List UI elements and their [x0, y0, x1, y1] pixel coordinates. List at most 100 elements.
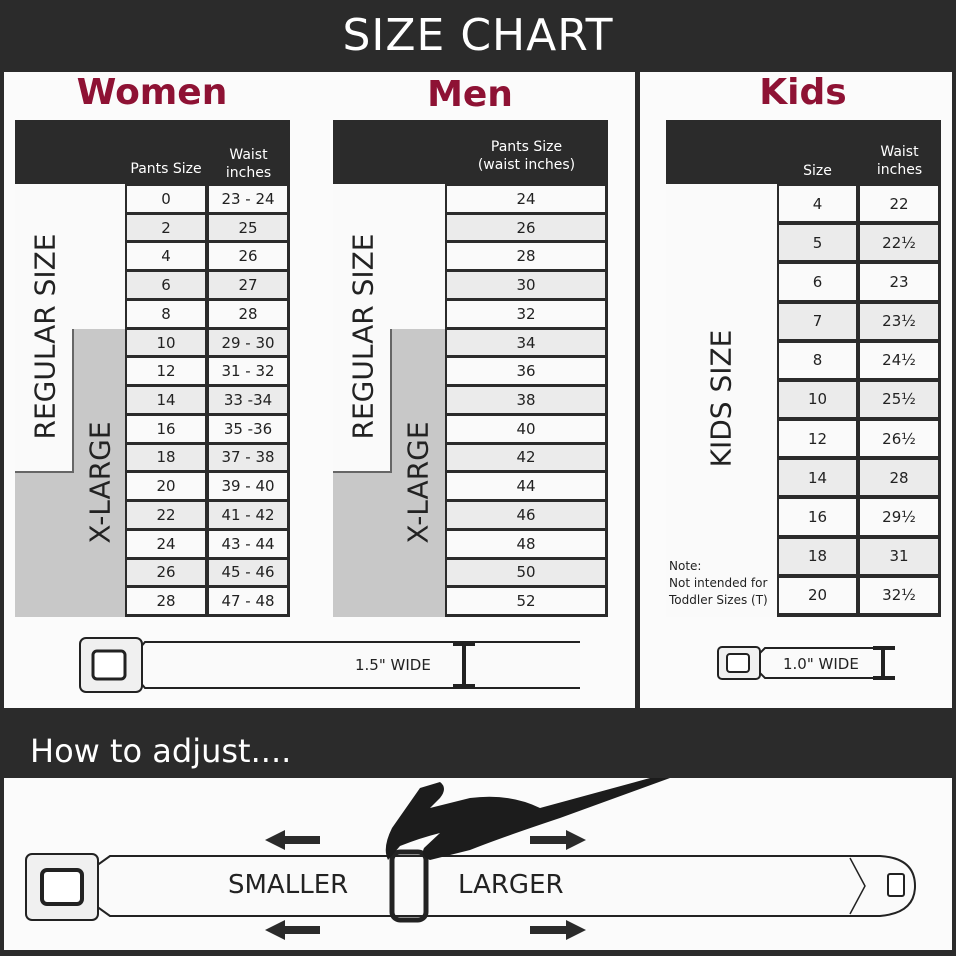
size-cell: 7 [779, 303, 856, 339]
larger-label: LARGER [458, 870, 564, 900]
size-cell: 14 [779, 460, 856, 496]
toddler-note: Note: Not intended for Toddler Sizes (T) [669, 558, 768, 609]
pants-size-cell: 20 [127, 473, 205, 500]
table-row: 46 [447, 502, 605, 528]
waist-cell: 26½ [860, 421, 938, 457]
men-size-table: Pants Size (waist inches) REGULAR SIZE X-… [333, 120, 608, 617]
kids-belt-width: 1.0" WIDE [783, 655, 859, 673]
waist-cell: 32½ [860, 577, 938, 613]
belt-tip-icon [887, 873, 905, 897]
waist-cell: 35 -36 [209, 415, 287, 442]
note-line: Toddler Sizes (T) [669, 593, 768, 607]
col-waist: Waist inches [207, 146, 290, 182]
pants-size-cell: 26 [127, 559, 205, 586]
divider [635, 72, 640, 708]
table-row: 34 [447, 329, 605, 356]
pants-size-cell: 16 [127, 415, 205, 442]
waist-cell: 37 - 38 [209, 444, 287, 471]
page-title: SIZE CHART [342, 10, 614, 61]
pants-size-cell: 10 [127, 329, 205, 356]
waist-cell: 25 [209, 214, 287, 241]
size-cell: 20 [779, 577, 856, 613]
adult-belt-illustration [79, 637, 580, 693]
size-cell: 8 [779, 342, 856, 378]
regular-size-label: REGULAR SIZE [346, 233, 380, 440]
waist-cell: 45 - 46 [209, 559, 287, 586]
waist-cell: 31 - 32 [209, 358, 287, 385]
pants-size-cell: 24 [127, 530, 205, 557]
xlarge-label: X-LARGE [401, 421, 435, 544]
col-pants-size: Pants Size (waist inches) [445, 138, 608, 174]
pants-size-cell: 0 [127, 186, 205, 212]
col-line1: Pants Size [490, 139, 563, 155]
waist-cell: 23 - 24 [209, 186, 287, 212]
pants-size-cell: 18 [127, 444, 205, 471]
col-waist: Waist inches [858, 143, 941, 179]
col-line2: (waist inches) [477, 157, 576, 173]
table-row: 32 [447, 300, 605, 327]
adjust-heading: How to adjust.... [30, 732, 292, 770]
table-row: 30 [447, 272, 605, 298]
kids-size-label: KIDS SIZE [704, 329, 738, 468]
adult-belt-width: 1.5" WIDE [355, 656, 431, 674]
size-cell: 10 [779, 381, 856, 418]
waist-cell: 24½ [860, 342, 938, 378]
waist-cell: 43 - 44 [209, 530, 287, 557]
table-row: 42 [447, 444, 605, 471]
size-cell: 12 [779, 421, 856, 457]
pants-size-cell: 22 [127, 502, 205, 528]
waist-cell: 41 - 42 [209, 502, 287, 528]
size-cell: 18 [779, 538, 856, 574]
waist-cell: 25½ [860, 381, 938, 418]
waist-cell: 33 -34 [209, 387, 287, 413]
waist-cell: 39 - 40 [209, 473, 287, 500]
men-title: Men [427, 74, 513, 115]
waist-cell: 27 [209, 272, 287, 298]
col-pants-size: Pants Size [130, 161, 202, 177]
note-line: Note: [669, 559, 702, 573]
table-row: 36 [447, 358, 605, 385]
table-row: 28 [447, 243, 605, 270]
waist-cell: 29½ [860, 499, 938, 535]
table-row: 40 [447, 415, 605, 442]
table-row: 52 [447, 588, 605, 614]
kids-title: Kids [759, 72, 847, 113]
waist-cell: 28 [860, 460, 938, 496]
col-waist-line1: Waist [229, 147, 268, 163]
note-line: Not intended for [669, 576, 768, 590]
waist-cell: 22½ [860, 225, 938, 261]
pants-size-cell: 4 [127, 243, 205, 270]
adjust-illustration [25, 778, 917, 940]
waist-cell: 28 [209, 300, 287, 327]
table-row: 44 [447, 473, 605, 500]
women-title: Women [76, 72, 228, 113]
women-size-table: Pants Size Waist inches REGULAR SIZE X-LA… [15, 120, 290, 617]
pants-size-cell: 14 [127, 387, 205, 413]
arrow-right-icon [530, 830, 586, 940]
belt-strap [95, 855, 917, 917]
waist-cell: 23 [860, 264, 938, 300]
hand-icon [385, 778, 670, 860]
pants-size-cell: 28 [127, 588, 205, 614]
size-cell: 6 [779, 264, 856, 300]
col-size: Size [803, 163, 832, 179]
waist-cell: 23½ [860, 303, 938, 339]
regular-size-label: REGULAR SIZE [28, 233, 62, 440]
arrow-left-icon [265, 830, 320, 940]
xlarge-label: X-LARGE [83, 421, 117, 544]
kids-size-table: Size Waist inches KIDS SIZE Note: Not int… [666, 120, 941, 617]
col-waist-line2: inches [225, 165, 272, 181]
table-row: 38 [447, 387, 605, 413]
smaller-label: SMALLER [228, 870, 349, 900]
kids-belt-illustration [717, 646, 895, 680]
size-cell: 5 [779, 225, 856, 261]
col-waist-line2: inches [876, 162, 923, 178]
waist-cell: 47 - 48 [209, 588, 287, 614]
pants-size-cell: 12 [127, 358, 205, 385]
waist-cell: 29 - 30 [209, 329, 287, 356]
table-row: 48 [447, 530, 605, 557]
slider-loop-icon [389, 849, 429, 923]
table-row: 24 [447, 186, 605, 212]
size-cell: 16 [779, 499, 856, 535]
pants-size-cell: 2 [127, 214, 205, 241]
